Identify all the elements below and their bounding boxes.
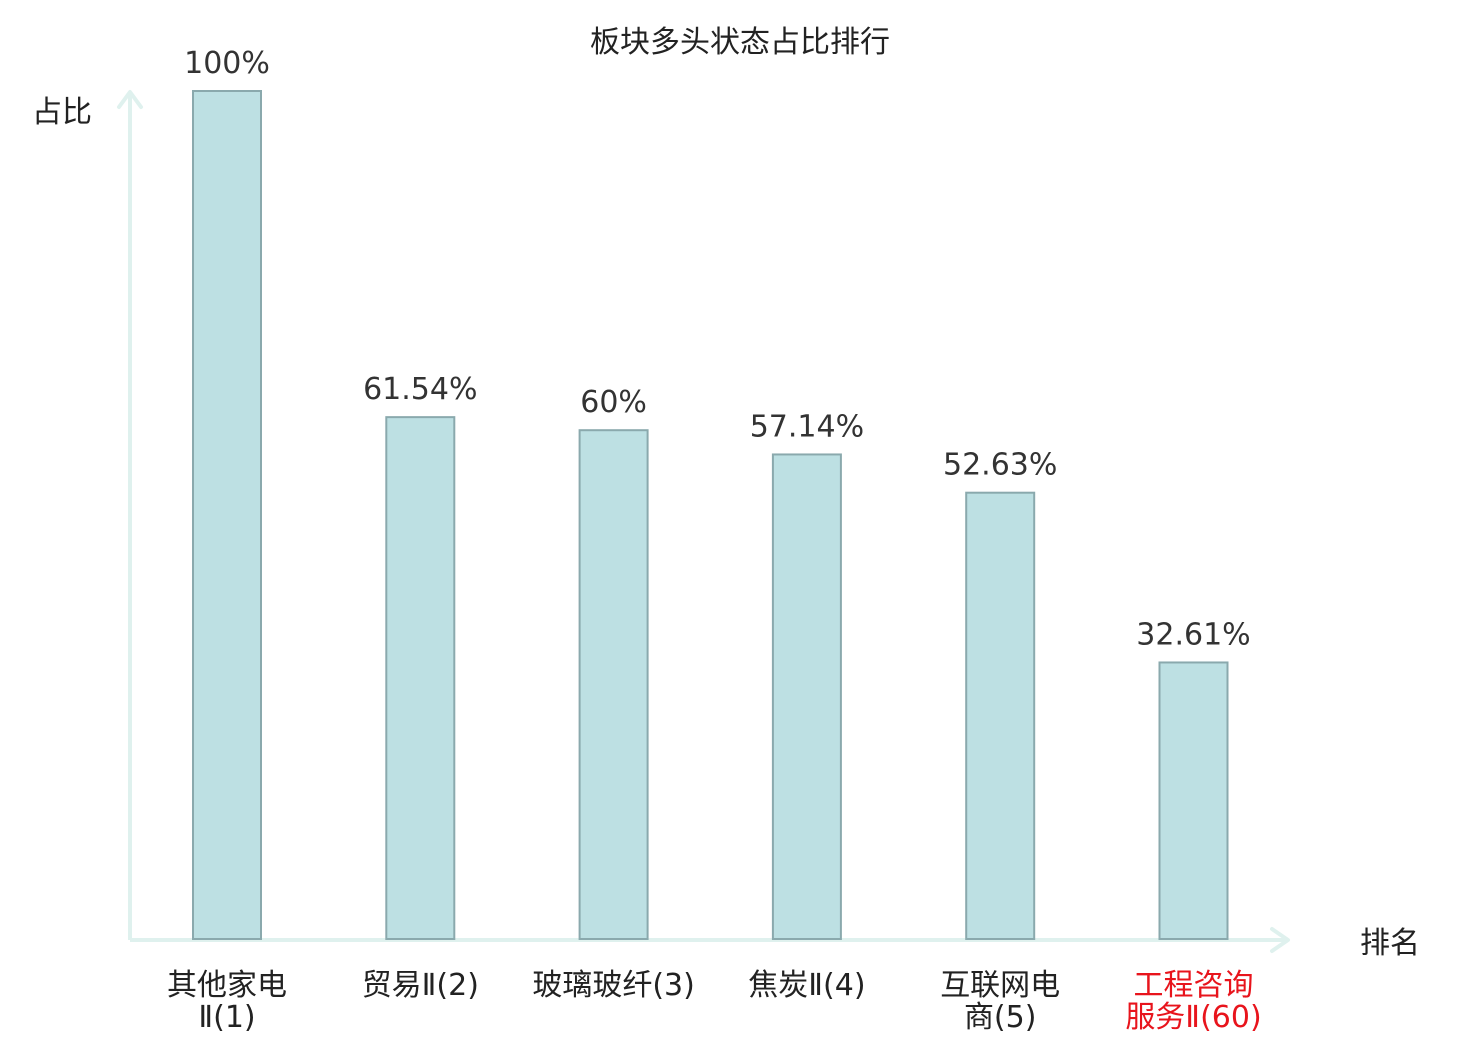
y-axis <box>117 90 143 940</box>
category-label: 贸易Ⅱ(2) <box>362 968 479 1003</box>
bar-value-label: 52.63% <box>943 448 1057 483</box>
bar-value-label: 57.14% <box>750 409 864 444</box>
bar-value-label: 32.61% <box>1136 617 1250 652</box>
x-axis <box>130 927 1290 953</box>
category-label: 玻璃玻纤(3) <box>532 968 695 1003</box>
bar <box>1158 661 1229 941</box>
chart-title: 板块多头状态占比排行 <box>590 25 890 60</box>
value-labels: 100% 61.54% 60% 57.14% 52.63% 32.61% <box>184 46 1251 652</box>
bar-value-label: 60% <box>580 385 647 420</box>
bar-value-label: 100% <box>184 46 270 81</box>
bars <box>192 90 1229 941</box>
bar <box>578 429 649 940</box>
category-label: 工程咨询 <box>1134 968 1254 1003</box>
x-axis-arrow <box>1270 927 1290 953</box>
bar <box>192 90 262 940</box>
y-axis-arrow <box>117 90 143 109</box>
category-label: 焦炭Ⅱ(4) <box>748 968 865 1003</box>
category-label: Ⅱ(1) <box>198 1000 255 1035</box>
category-label: 商(5) <box>964 1000 1037 1035</box>
category-label: 服务Ⅱ(60) <box>1125 1000 1261 1035</box>
y-axis-label: 占比 <box>32 95 92 130</box>
bar <box>771 453 842 940</box>
bar-value-label: 61.54% <box>363 372 477 407</box>
category-label: 其他家电 <box>167 968 287 1003</box>
bar <box>385 416 456 940</box>
bar <box>965 491 1036 940</box>
x-axis-label: 排名 <box>1360 926 1420 961</box>
category-label: 互联网电 <box>940 968 1060 1003</box>
